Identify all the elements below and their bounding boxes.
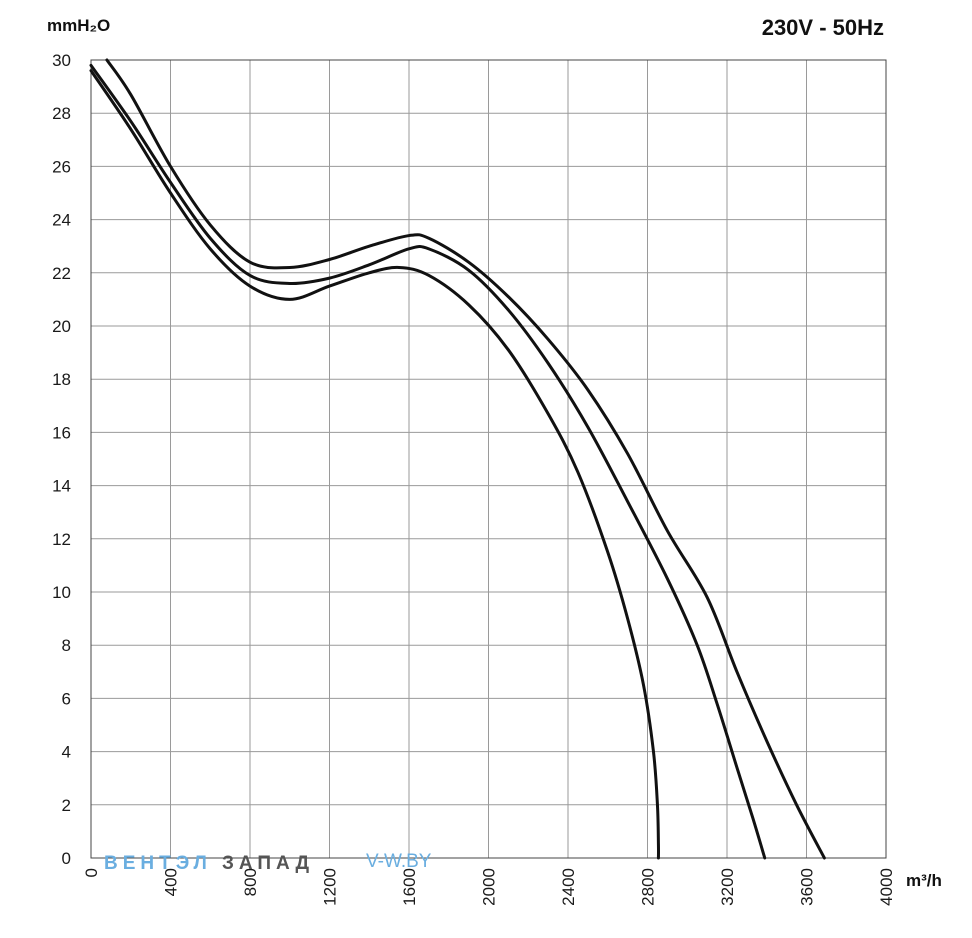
y-tick-label: 16 (52, 423, 71, 442)
y-tick-label: 26 (52, 157, 71, 176)
x-tick-label: 2800 (639, 868, 658, 906)
x-tick-label: 3600 (798, 868, 817, 906)
series-group (89, 58, 826, 860)
y-tick-label: 12 (52, 530, 71, 549)
x-axis-ticks: 0 400 800 1200 1600 2000 2400 2800 3200 3600 4000 (82, 868, 896, 906)
x-tick-label: 2000 (480, 868, 499, 906)
y-tick-label: 0 (62, 849, 71, 868)
x-axis-label: m³/h (906, 871, 942, 890)
x-tick-label: 400 (162, 868, 181, 896)
y-axis-label: mmH₂O (47, 16, 110, 35)
y-tick-label: 22 (52, 264, 71, 283)
x-tick-label: 3200 (718, 868, 737, 906)
plot-border (90, 59, 887, 859)
y-tick-label: 20 (52, 317, 71, 336)
series-line-1 (89, 69, 661, 860)
x-tick-label: 0 (82, 868, 101, 877)
series-line-3 (105, 58, 826, 860)
series-line-2 (89, 63, 767, 860)
x-tick-label: 4000 (877, 868, 896, 906)
watermark-part3: V-W.BY (366, 851, 432, 872)
y-tick-label: 14 (52, 477, 71, 496)
x-tick-label: 1200 (321, 868, 340, 906)
watermark-part2: ЗАПАД (222, 853, 314, 874)
y-tick-label: 6 (62, 689, 71, 708)
y-tick-label: 28 (52, 104, 71, 123)
y-tick-label: 8 (62, 636, 71, 655)
y-tick-label: 2 (62, 796, 71, 815)
chart-title: 230V - 50Hz (762, 15, 884, 40)
grid (90, 59, 887, 859)
y-tick-label: 24 (52, 211, 71, 230)
watermark-part1: ВЕНТЭЛ (104, 853, 212, 874)
y-tick-label: 4 (62, 743, 71, 762)
y-tick-label: 18 (52, 370, 71, 389)
x-tick-label: 2400 (559, 868, 578, 906)
x-tick-label: 800 (241, 868, 260, 896)
watermark: ВЕНТЭЛ ЗАПАД V-W.BY (104, 851, 432, 874)
y-tick-label: 30 (52, 51, 71, 70)
x-tick-label: 1600 (400, 868, 419, 906)
y-tick-label: 10 (52, 583, 71, 602)
